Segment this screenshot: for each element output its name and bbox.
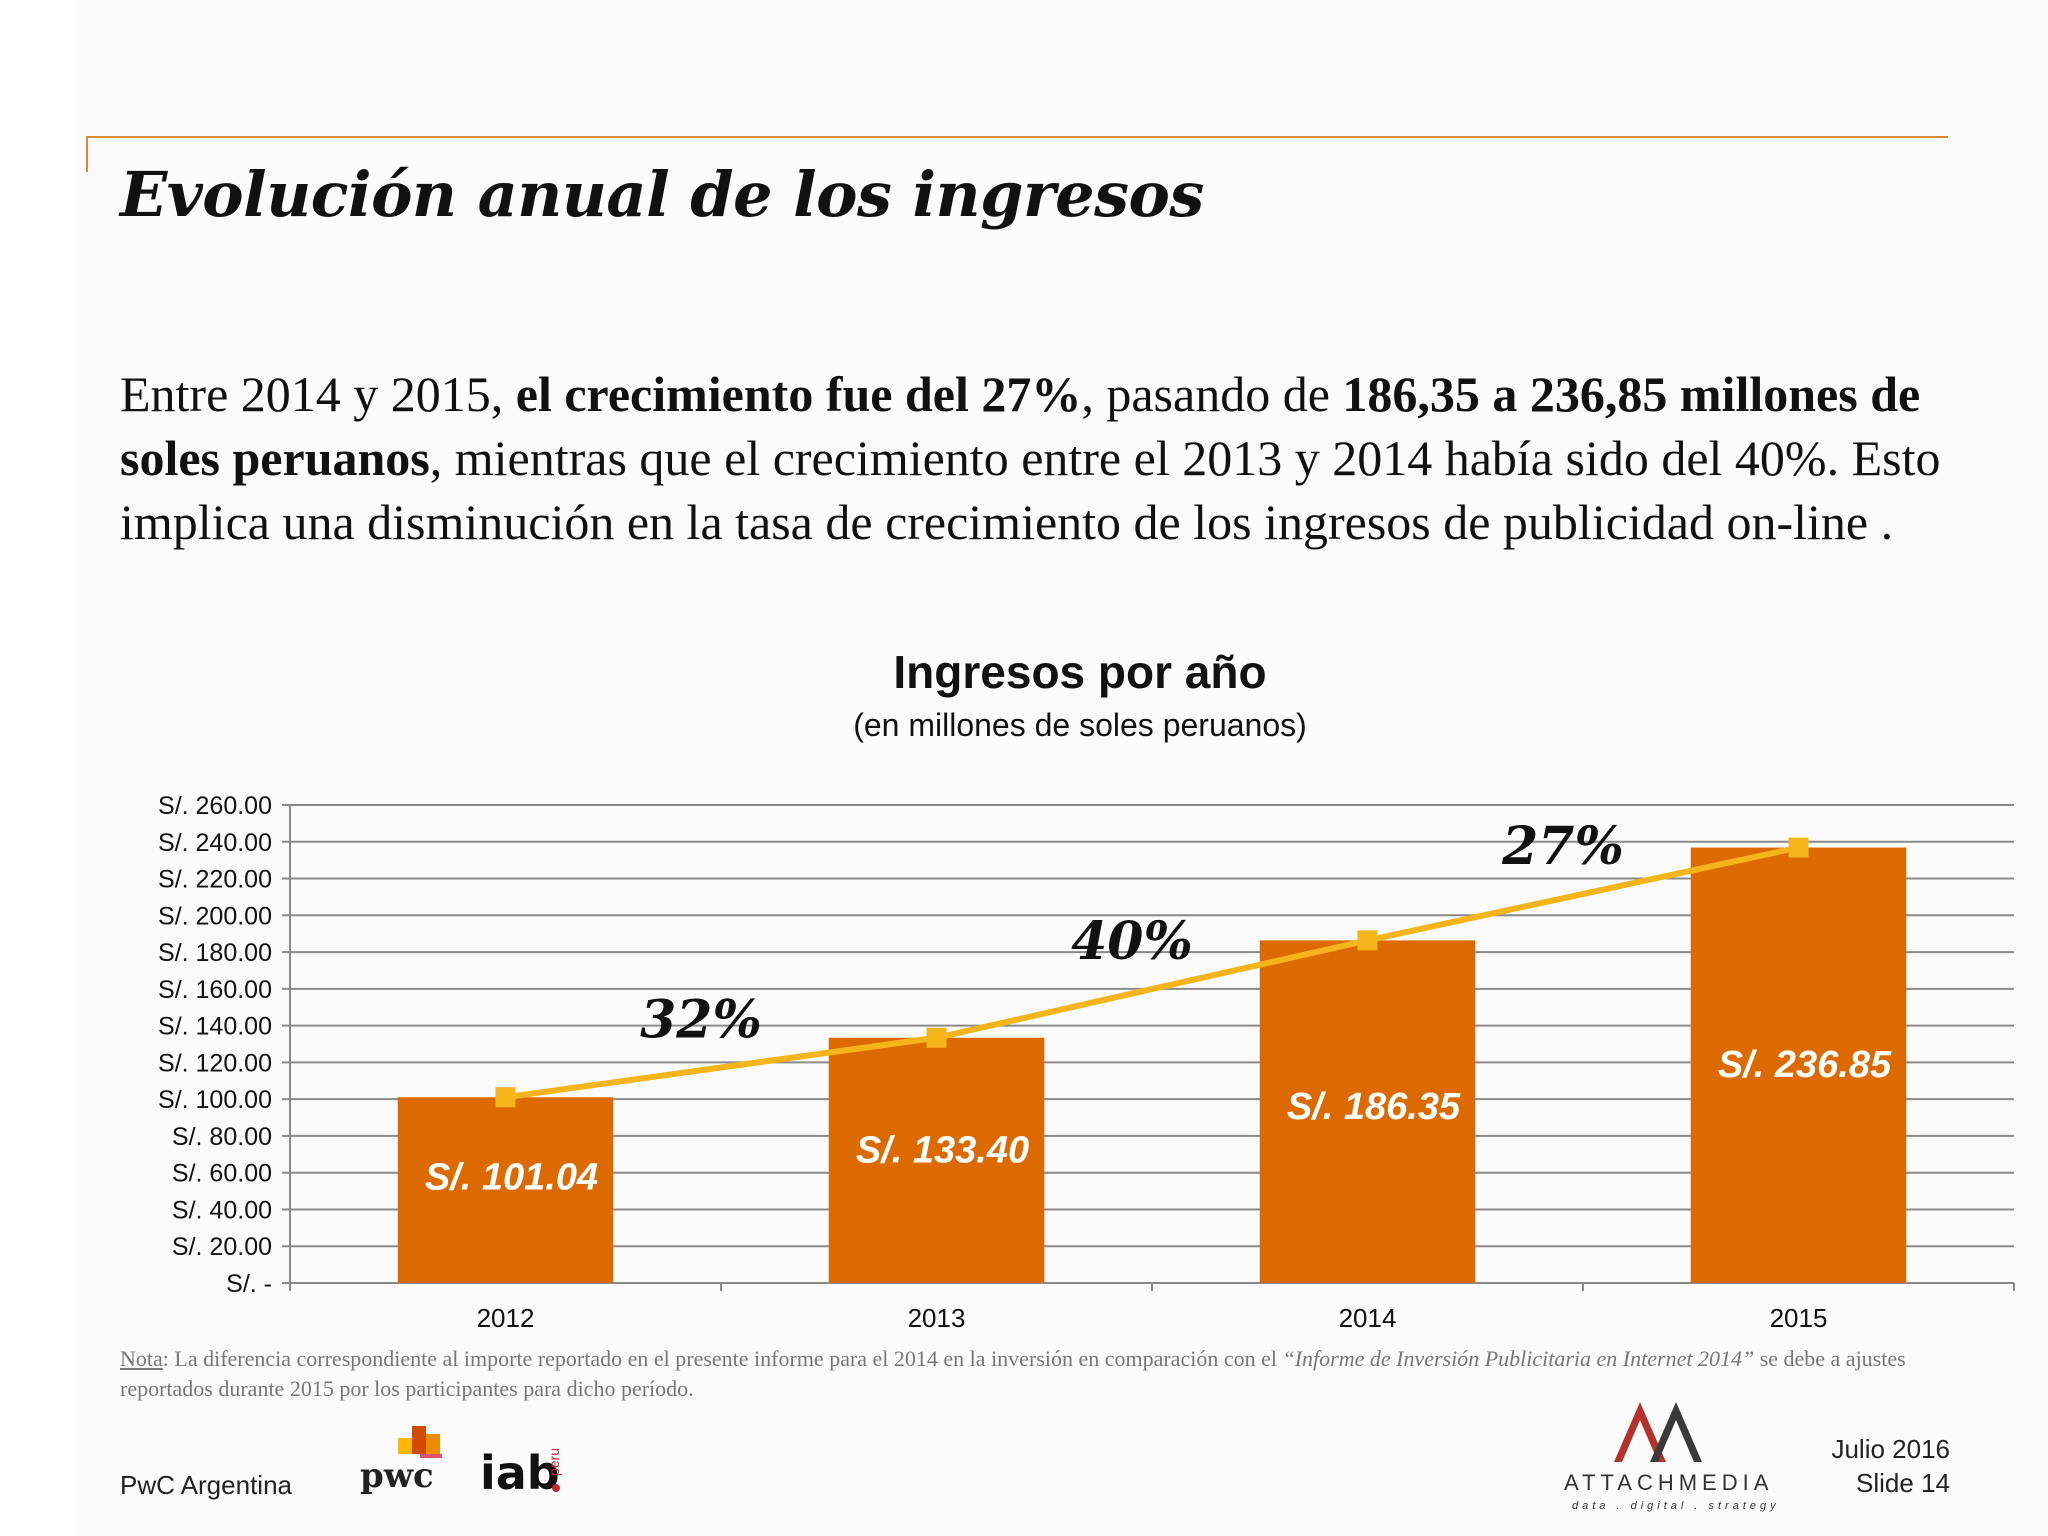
x-category-label: 2014 (1339, 1303, 1397, 1333)
growth-line (505, 844, 1800, 1101)
revenue-chart: Ingresos por año (en millones de soles pe… (158, 646, 2015, 1333)
y-tick-label: S/. 220.00 (158, 866, 272, 894)
body-segment-4: , mientras que el crecimiento entre el 2… (120, 430, 1941, 550)
iab-logo-sub: peru (546, 1448, 562, 1477)
growth-label: 40% (1071, 911, 1193, 972)
note-text-1: : La diferencia correspondiente al impor… (162, 1346, 1283, 1371)
y-tick-label: S/. 260.00 (158, 792, 272, 820)
body-segment-1: el crecimiento fue del 27% (515, 366, 1082, 422)
pwc-logo-text: pwc (360, 1456, 434, 1496)
bar-value-label: S/. 186.35 (1287, 1086, 1461, 1128)
x-category-label: 2013 (908, 1303, 966, 1333)
growth-marker (495, 1087, 516, 1108)
bar-2013 (828, 1037, 1045, 1283)
iab-logo-text: iab (480, 1446, 560, 1500)
y-tick-label: S/. 20.00 (172, 1233, 272, 1261)
y-tick-label: S/. 100.00 (158, 1086, 272, 1114)
body-segment-3: 186,35 a 236,85 millones de soles peruan… (120, 366, 1921, 486)
bar-value-label: S/. 101.04 (425, 1156, 598, 1198)
attachmedia-name: ATTACHMEDIA (1564, 1470, 1774, 1495)
bar-value-label: S/. 133.40 (856, 1130, 1029, 1172)
pwc-logo-icon (398, 1426, 442, 1458)
y-tick-label: S/. 240.00 (158, 829, 272, 857)
growth-label: 27% (1501, 816, 1624, 877)
x-category-label: 2015 (1770, 1303, 1828, 1333)
footer-date: Julio 2016 (1831, 1434, 1950, 1464)
growth-marker (926, 1027, 947, 1048)
attachmedia-tagline: data . digital . strategy (1572, 1500, 1780, 1512)
footer-date-block: Julio 2016 Slide 14 (1831, 1432, 1950, 1500)
y-tick-label: S/. - (226, 1270, 272, 1298)
growth-marker (1788, 837, 1809, 858)
y-tick-label: S/. 180.00 (158, 939, 272, 967)
bar-value-label: S/. 236.85 (1718, 1044, 1892, 1086)
body-paragraph: Entre 2014 y 2015, el crecimiento fue de… (120, 362, 1960, 554)
note-text-2: se debe a ajustes reportados durante 201… (120, 1346, 1906, 1401)
slide-number: Slide 14 (1856, 1468, 1950, 1498)
chart-title: Ingresos por año (893, 646, 1266, 698)
note-report-name: “Informe de Inversión Publicitaria en In… (1282, 1346, 1755, 1371)
footnote: Nota: La diferencia correspondiente al i… (120, 1344, 1920, 1404)
y-tick-label: S/. 140.00 (158, 1013, 272, 1041)
y-tick-label: S/. 160.00 (158, 976, 272, 1004)
bar-2015 (1690, 847, 1907, 1283)
bar-2014 (1259, 940, 1476, 1283)
growth-marker (1357, 930, 1378, 951)
bar-2012 (397, 1097, 614, 1283)
y-tick-label: S/. 60.00 (172, 1160, 272, 1188)
slide-title: Evolución anual de los ingresos (120, 158, 1204, 231)
footer-org: PwC Argentina (120, 1470, 292, 1500)
chart-subtitle: (en millones de soles peruanos) (853, 707, 1307, 743)
body-segment-2: , pasando de (1081, 366, 1343, 422)
y-tick-label: S/. 200.00 (158, 902, 272, 930)
growth-label: 32% (640, 989, 762, 1050)
body-segment-0: Entre 2014 y 2015, (120, 366, 516, 422)
y-tick-label: S/. 120.00 (158, 1049, 272, 1077)
y-tick-label: S/. 80.00 (172, 1123, 272, 1151)
header-rule-tick (86, 136, 88, 172)
header-rule (86, 136, 1948, 138)
iab-dot-icon (552, 1484, 560, 1492)
attachmedia-logo-icon (1614, 1402, 1702, 1462)
note-label: Nota (120, 1346, 163, 1371)
y-tick-label: S/. 40.00 (172, 1196, 272, 1224)
x-category-label: 2012 (477, 1303, 535, 1333)
